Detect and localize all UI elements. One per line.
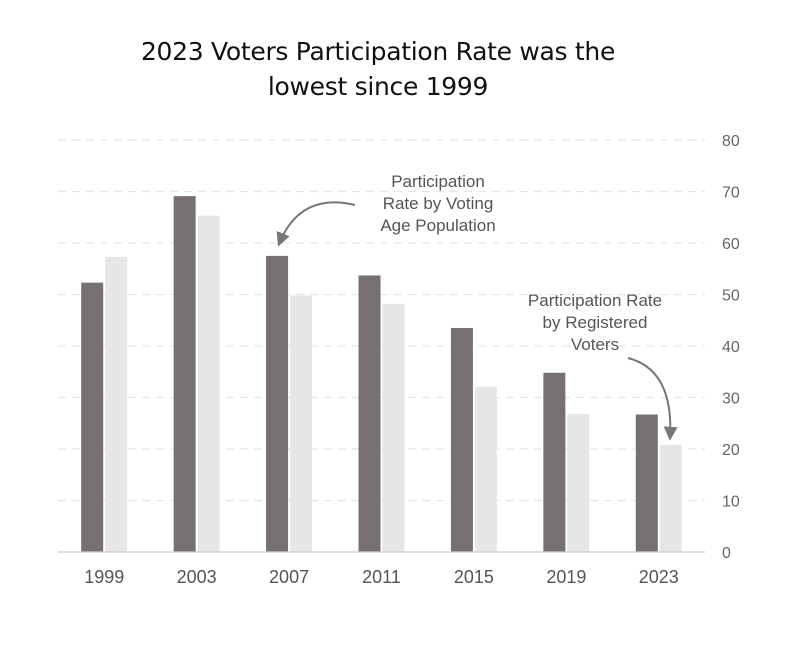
bar-2019-series-2 xyxy=(567,413,590,552)
x-tick-label: 2023 xyxy=(639,567,679,587)
y-axis-ticks: 0 10 20 30 40 50 60 70 80 xyxy=(722,133,740,562)
bars xyxy=(81,196,682,552)
bar-1999-series-1 xyxy=(81,282,104,552)
bar-2007-series-1 xyxy=(266,255,289,552)
x-tick-label: 2019 xyxy=(546,567,586,587)
y-tick-label: 10 xyxy=(722,494,740,511)
bar-2003-series-1 xyxy=(173,196,196,552)
x-tick-label: 2007 xyxy=(269,567,309,587)
x-tick-label: 1999 xyxy=(84,567,124,587)
gridlines xyxy=(58,139,705,502)
annotation-registered-line-1: Participation Rate xyxy=(528,291,662,310)
annotation-voting-age-line-3: Age Population xyxy=(380,216,495,235)
x-axis-ticks: 1999 2003 2007 2011 2015 2019 2023 xyxy=(84,567,679,587)
annotation-registered: Participation Rate by Registered Voters xyxy=(528,291,678,441)
y-tick-label: 20 xyxy=(722,442,740,459)
bar-2015-series-1 xyxy=(450,327,473,552)
annotation-registered-line-3: Voters xyxy=(571,335,619,354)
x-tick-label: 2003 xyxy=(177,567,217,587)
bar-2003-series-2 xyxy=(197,215,220,552)
bar-2007-series-2 xyxy=(290,295,313,552)
annotation-voting-age-arrow xyxy=(276,201,356,247)
y-tick-label: 50 xyxy=(722,288,740,305)
annotation-voting-age-line-2: Rate by Voting xyxy=(383,194,494,213)
x-tick-label: 2011 xyxy=(362,567,401,587)
bar-2023-series-1 xyxy=(635,414,658,552)
bar-2023-series-2 xyxy=(659,444,682,552)
annotation-registered-arrow xyxy=(627,357,678,441)
x-tick-label: 2015 xyxy=(454,567,494,587)
annotation-registered-line-2: by Registered xyxy=(543,313,648,332)
chart-title-line-1: 2023 Voters Participation Rate was the xyxy=(140,37,616,66)
y-tick-label: 60 xyxy=(722,236,740,253)
bar-2019-series-1 xyxy=(543,372,566,552)
y-tick-label: 80 xyxy=(722,133,740,150)
y-tick-label: 40 xyxy=(722,339,740,356)
bar-1999-series-2 xyxy=(105,256,128,552)
annotation-voting-age: Participation Rate by Voting Age Populat… xyxy=(276,172,496,247)
chart-title: 2023 Voters Participation Rate was the l… xyxy=(0,34,756,104)
y-tick-label: 70 xyxy=(722,185,740,202)
y-tick-label: 0 xyxy=(722,545,731,562)
bar-2011-series-1 xyxy=(358,275,381,552)
y-tick-label: 30 xyxy=(722,391,740,408)
bar-2011-series-2 xyxy=(382,303,405,552)
bar-2015-series-2 xyxy=(474,386,497,552)
annotation-voting-age-line-1: Participation xyxy=(391,172,485,191)
chart-title-line-2: lowest since 1999 xyxy=(267,72,489,101)
